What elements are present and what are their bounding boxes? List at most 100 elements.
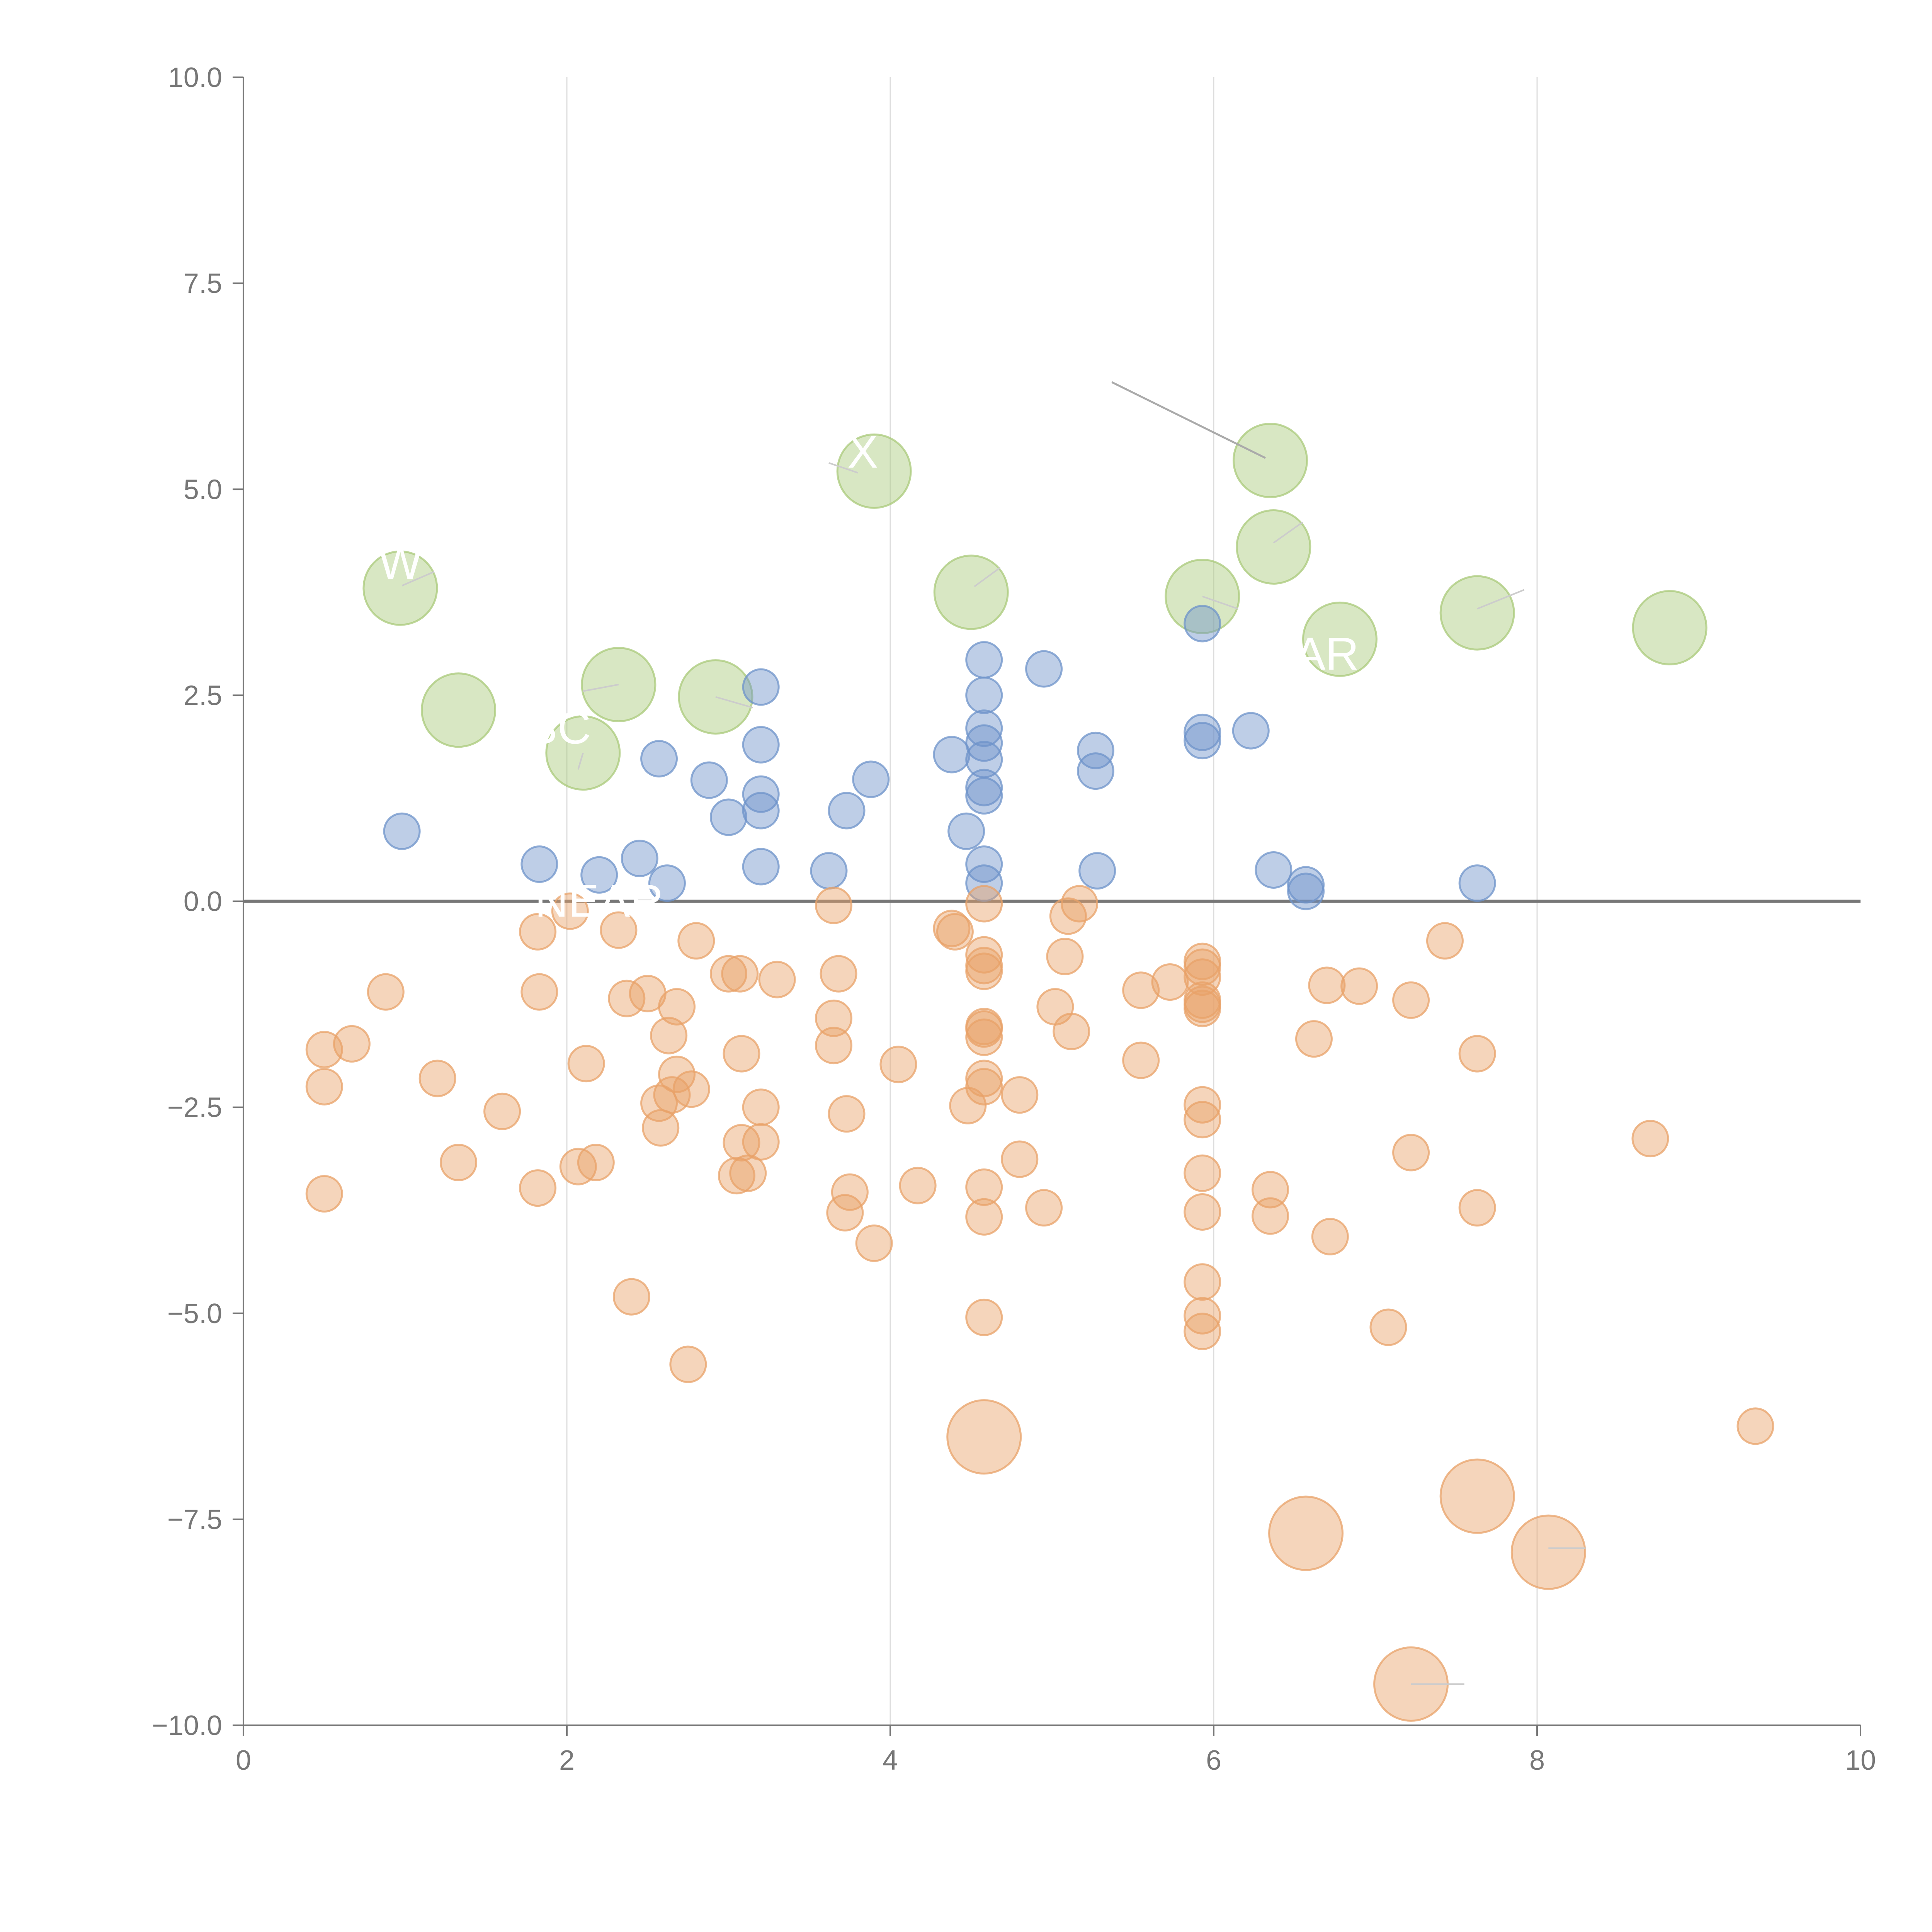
leader-line xyxy=(401,571,435,587)
orange-point xyxy=(658,988,696,1026)
orange-point xyxy=(551,892,589,930)
green-point xyxy=(1439,575,1515,651)
blue-point xyxy=(621,840,658,878)
orange-point xyxy=(1184,1154,1221,1192)
blue-point xyxy=(933,736,971,774)
orange-point xyxy=(1184,1313,1221,1350)
point-annotation-label: NEAR xyxy=(535,875,663,927)
leader-line xyxy=(577,753,584,770)
blue-point xyxy=(828,792,866,830)
orange-point xyxy=(1308,966,1346,1004)
green-point xyxy=(836,433,912,509)
orange-point xyxy=(1311,1218,1349,1255)
orange-point xyxy=(965,1010,1003,1048)
orange-point xyxy=(305,1175,343,1213)
green-point xyxy=(1302,601,1378,677)
orange-point xyxy=(1439,1458,1515,1534)
orange-point xyxy=(1184,1297,1221,1335)
y-tick-label: −2.5 xyxy=(167,1092,222,1123)
orange-point xyxy=(1046,937,1084,975)
orange-point xyxy=(815,1027,853,1065)
green-point xyxy=(1232,423,1308,498)
blue-point xyxy=(580,856,618,894)
orange-point xyxy=(1122,971,1160,1009)
orange-point xyxy=(672,1070,710,1108)
y-tick-label: 2.5 xyxy=(184,680,222,711)
orange-point xyxy=(1053,1012,1090,1050)
green-point xyxy=(1236,509,1311,585)
orange-point xyxy=(333,1025,371,1063)
x-tick-label: 0 xyxy=(236,1745,251,1776)
orange-point xyxy=(612,1278,650,1316)
orange-point xyxy=(1122,1041,1160,1079)
orange-point xyxy=(1151,963,1189,1001)
orange-point xyxy=(642,1109,680,1147)
orange-point xyxy=(742,1088,780,1126)
orange-point xyxy=(899,1167,937,1204)
point-annotation-label: BC xyxy=(527,702,591,754)
green-point xyxy=(1632,590,1708,666)
y-tick-label: 7.5 xyxy=(184,268,222,299)
orange-point xyxy=(965,885,1003,923)
orange-point xyxy=(1251,1171,1289,1209)
leader-line xyxy=(1273,521,1303,544)
blue-point xyxy=(710,798,747,836)
orange-point xyxy=(723,1035,760,1073)
point-annotation-label: X xyxy=(847,426,878,478)
blue-point xyxy=(965,777,1003,815)
orange-point xyxy=(677,922,715,960)
blue-point xyxy=(383,812,421,850)
orange-point xyxy=(1295,1020,1333,1058)
orange-point xyxy=(483,1092,521,1130)
leader-line xyxy=(1202,595,1238,610)
annotation-layer: BC NEAR NEAR W X xyxy=(378,426,1359,927)
orange-point xyxy=(1184,1193,1221,1231)
x-tick-label: 8 xyxy=(1529,1745,1545,1776)
orange-point xyxy=(1001,1140,1039,1178)
orange-point xyxy=(305,1068,343,1105)
orange-point xyxy=(758,961,796,998)
leader-line xyxy=(828,462,858,474)
orange-point xyxy=(855,1224,893,1262)
blue-point xyxy=(648,864,686,902)
orange-point xyxy=(577,1144,615,1182)
orange-point xyxy=(815,999,853,1037)
orange-point xyxy=(1184,990,1221,1027)
orange-point xyxy=(946,1399,1022,1475)
blue-point xyxy=(742,775,780,813)
blue-point xyxy=(965,769,1003,806)
blue-point xyxy=(742,668,780,706)
orange-point xyxy=(1184,948,1221,986)
orange-point xyxy=(1392,1134,1430,1172)
orange-point xyxy=(1061,885,1099,923)
green-point xyxy=(362,550,438,626)
orange-point xyxy=(965,952,1003,990)
orange-point xyxy=(1458,1189,1496,1227)
blue-point xyxy=(965,864,1003,902)
orange-point xyxy=(965,936,1003,974)
blue-point xyxy=(1232,712,1270,750)
orange-point xyxy=(729,1154,767,1192)
green-point xyxy=(421,672,497,748)
orange-point xyxy=(519,913,557,951)
blue-point xyxy=(520,845,558,883)
orange-point xyxy=(742,1123,780,1161)
orange-point xyxy=(1458,1035,1496,1073)
orange-point xyxy=(600,911,638,949)
y-tick-label: 0.0 xyxy=(184,886,222,917)
y-tick-label: −7.5 xyxy=(167,1504,222,1535)
orange-point xyxy=(815,886,853,924)
point-annotation-label: NEAR xyxy=(1230,628,1359,680)
blue-point xyxy=(965,845,1003,883)
blue-point xyxy=(1077,731,1114,769)
orange-point xyxy=(1510,1514,1586,1590)
blue-point xyxy=(965,676,1003,714)
leader-lines-layer xyxy=(401,381,1586,1685)
x-tick-label: 10 xyxy=(1845,1745,1876,1776)
blue-point xyxy=(1255,851,1293,889)
orange-point xyxy=(1268,1495,1344,1571)
orange-point xyxy=(1340,967,1378,1005)
x-tick-label: 2 xyxy=(559,1745,575,1776)
orange-point xyxy=(965,1060,1003,1097)
